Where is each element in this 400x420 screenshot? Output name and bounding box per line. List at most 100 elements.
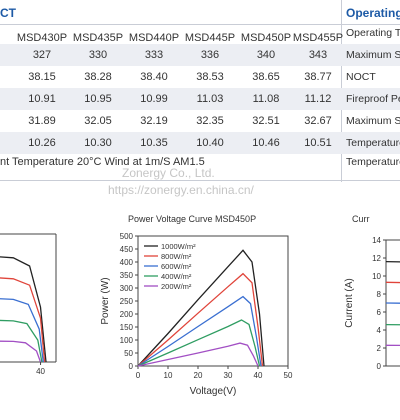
- table-cell: 38.28: [84, 71, 112, 83]
- series-line: [385, 344, 400, 347]
- legend-entry: 200W/m²: [161, 282, 192, 291]
- series-line: [0, 256, 47, 363]
- table-cell: 38.77: [304, 71, 332, 83]
- power-chart-title: Power Voltage Curve MSD450P: [128, 214, 257, 224]
- y-tick-label: 0: [377, 362, 382, 371]
- series-line: [385, 260, 400, 263]
- table-cell: 333: [144, 49, 164, 61]
- y-tick-label: 100: [120, 336, 134, 345]
- x-tick-label: 40: [254, 371, 263, 380]
- table-cell: 38.40: [140, 71, 168, 83]
- spec-table: CT Operating MSD430P MSD435P MSD440P MSD445…: [0, 0, 400, 182]
- table-cell: 38.15: [28, 71, 56, 83]
- table-cell: 11.08: [252, 93, 280, 105]
- series-line: [137, 319, 261, 367]
- operating-param-label: NOCT: [346, 71, 376, 83]
- model-header: MSD440P: [128, 32, 180, 44]
- x-tick-label: 20: [194, 371, 203, 380]
- operating-param-label: Fireproof Pe: [341, 88, 400, 110]
- x-tick-label: 0: [136, 371, 141, 380]
- table-cell: 10.26: [28, 137, 56, 149]
- legend-entry: 1000W/m²: [161, 242, 196, 251]
- table-cell: 10.30: [84, 137, 112, 149]
- header-divider: [0, 24, 400, 25]
- y-tick-label: 12: [372, 254, 381, 263]
- table-cell: 32.35: [196, 115, 224, 127]
- current-voltage-chart: 0 2 4 6 8 10 12 14 Current (A): [344, 236, 400, 371]
- x-tick-label: 40: [36, 367, 45, 376]
- y-tick-label: 450: [120, 245, 134, 254]
- y-axis-label: Power (W): [100, 277, 111, 324]
- y-tick-label: 400: [120, 258, 134, 267]
- table-cell: 32.19: [140, 115, 168, 127]
- model-header: MSD455P: [292, 32, 344, 44]
- test-conditions-note: nt Temperature 20°C Wind at 1m/S AM1.5: [0, 156, 205, 168]
- table-cell: 38.65: [252, 71, 280, 83]
- table-cell: 10.40: [196, 137, 224, 149]
- y-tick-label: 500: [120, 232, 134, 241]
- series-line: [385, 302, 400, 304]
- operating-param-label: Maximum Se: [346, 115, 400, 127]
- table-cell: 343: [308, 49, 328, 61]
- y-tick-label: 2: [377, 344, 382, 353]
- table-cell: 10.95: [84, 93, 112, 105]
- table-cell: 11.03: [196, 93, 224, 105]
- table-bottom-border: [0, 180, 400, 181]
- y-axis-label: Current (A): [344, 278, 355, 327]
- legend-entry: 600W/m²: [161, 262, 192, 271]
- operating-param-label: Maximum Sy: [341, 44, 400, 66]
- table-row: 38.15 38.28 38.40 38.53 38.65 38.77: [0, 66, 341, 88]
- table-cell: 11.12: [304, 93, 332, 105]
- table-cell: 10.46: [252, 137, 280, 149]
- table-cell: 10.99: [140, 93, 168, 105]
- operating-param-label: Temperature: [341, 132, 400, 154]
- y-tick-label: 50: [124, 349, 133, 358]
- table-cell: 327: [32, 49, 52, 61]
- electrical-header: CT: [0, 6, 16, 20]
- model-header: MSD445P: [184, 32, 236, 44]
- y-tick-label: 10: [372, 272, 381, 281]
- y-tick-label: 150: [120, 323, 134, 332]
- series-line: [137, 342, 259, 367]
- watermark-url: https://zonergy.en.china.cn/: [108, 183, 254, 197]
- model-header: MSD430P: [16, 32, 68, 44]
- right-footnote: Temperature: [346, 156, 400, 168]
- y-tick-label: 350: [120, 271, 134, 280]
- x-tick-label: 30: [224, 371, 233, 380]
- x-tick-label: 50: [284, 371, 293, 380]
- y-tick-label: 14: [372, 236, 381, 245]
- series-line: [0, 340, 42, 363]
- y-tick-label: 300: [120, 284, 134, 293]
- table-cell: 330: [88, 49, 108, 61]
- table-cell: 32.51: [252, 115, 280, 127]
- table-cell: 340: [256, 49, 276, 61]
- table-cell: 31.89: [28, 115, 56, 127]
- table-cell: 336: [200, 49, 220, 61]
- power-voltage-chart: 0 50 100 150 200 250 300 350 400 450 500 0 10 20 30 40 5…: [100, 232, 293, 397]
- series-line: [0, 277, 46, 363]
- y-tick-label: 4: [377, 326, 382, 335]
- table-cell: 10.35: [140, 137, 168, 149]
- legend-entry: 800W/m²: [161, 252, 192, 261]
- series-line: [137, 295, 262, 367]
- table-cell: 32.67: [304, 115, 332, 127]
- y-tick-label: 8: [377, 290, 382, 299]
- table-cell: 38.53: [196, 71, 224, 83]
- model-header: MSD450P: [240, 32, 292, 44]
- table-cell: 10.91: [28, 93, 56, 105]
- current-chart-title: Curr: [352, 214, 370, 224]
- legend-entry: 400W/m²: [161, 272, 192, 281]
- model-header: MSD435P: [72, 32, 124, 44]
- y-tick-label: 200: [120, 310, 134, 319]
- series-line: [0, 298, 44, 363]
- operating-param-label: Operating Te: [346, 27, 400, 39]
- watermark-company: Zonergy Co., Ltd.: [122, 166, 215, 180]
- x-tick-label: 10: [164, 371, 173, 380]
- y-tick-label: 250: [120, 297, 134, 306]
- table-row: 10.91 10.95 10.99 11.03 11.08 11.12: [0, 88, 341, 110]
- y-tick-label: 6: [377, 308, 382, 317]
- table-cell: 32.05: [84, 115, 112, 127]
- table-row: 327 330 333 336 340 343: [0, 44, 341, 66]
- table-cell: 10.51: [304, 137, 332, 149]
- series-line: [137, 272, 264, 367]
